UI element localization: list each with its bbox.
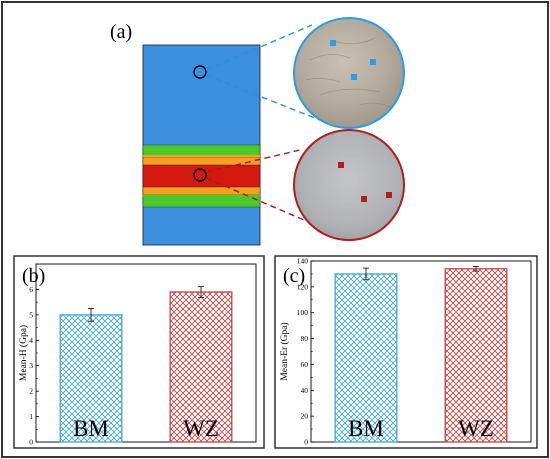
chart-mean-er: 0 20 40 60 80 100 120 140 Mean-Er (Gpa) (c) BM WZ xyxy=(274,255,538,449)
weld-core-band xyxy=(142,164,261,188)
weld-plate xyxy=(142,44,261,246)
wz-micrograph xyxy=(293,129,405,241)
chart-c-ytick-label-3: 60 xyxy=(301,360,309,369)
chart-b-ytick-label-6: 6 xyxy=(29,285,33,294)
bm-micrograph xyxy=(293,17,405,129)
chart-b-ytick-label-1: 1 xyxy=(29,412,33,421)
bm-callout-line-bottom xyxy=(205,74,326,123)
weld-thin-line-bottom xyxy=(143,195,260,197)
chart-mean-h: 0 1 2 3 4 5 6 Mean-H (Gpa) (b) BM WZ xyxy=(13,255,265,449)
bm-callout-line-top xyxy=(205,24,313,71)
chart-c-ylabel: Mean-Er (Gpa) xyxy=(279,322,290,380)
chart-b-ytick-label-3: 3 xyxy=(29,361,33,370)
chart-b-ytick-label-0: 0 xyxy=(29,438,33,447)
bm-indent-1 xyxy=(330,40,336,46)
chart-c-ytick-label-4: 80 xyxy=(301,334,309,343)
chart-b-category-label-bm: BM xyxy=(73,416,109,441)
bm-micrograph-disc xyxy=(293,17,405,129)
chart-c-bar-bm xyxy=(334,273,398,443)
chart-c-category-label-bm: BM xyxy=(348,416,384,441)
wz-micrograph-disc xyxy=(293,129,405,241)
chart-c-ytick-label-7: 140 xyxy=(297,257,309,266)
bm-indent-3 xyxy=(351,74,357,80)
chart-c-ytick-label-6: 120 xyxy=(297,282,309,291)
chart-b-ytick-label-5: 5 xyxy=(29,310,33,319)
chart-b-ylabel: Mean-H (Gpa) xyxy=(18,325,29,381)
chart-c-ytick-label-5: 100 xyxy=(297,308,309,317)
wz-indent-3 xyxy=(361,196,367,202)
chart-b-bar-bm xyxy=(59,314,123,443)
chart-b-bar-wz xyxy=(169,291,233,443)
bm-indent-2 xyxy=(370,59,376,65)
wz-sample-circle xyxy=(193,168,207,182)
chart-c-panel-label: (c) xyxy=(283,265,305,287)
chart-b-ytick-label-2: 2 xyxy=(29,387,33,396)
wz-indent-2 xyxy=(386,192,392,198)
chart-b-ytick-label-4: 4 xyxy=(29,336,33,345)
chart-b-category-label-wz: WZ xyxy=(183,416,219,441)
wz-callout-line-top xyxy=(205,149,301,173)
chart-c-bar-wz xyxy=(444,268,508,443)
wz-indent-1 xyxy=(338,162,344,168)
chart-c-ytick-label-1: 20 xyxy=(301,412,309,421)
bm-sample-circle xyxy=(193,65,207,79)
wz-callout-line-bottom xyxy=(205,177,319,227)
chart-b-panel-label: (b) xyxy=(22,265,45,287)
chart-c-category-label-wz: WZ xyxy=(458,416,494,441)
chart-c-ytick-label-0: 0 xyxy=(304,438,308,447)
chart-c-ytick-label-2: 40 xyxy=(301,386,309,395)
panel-label-a: (a) xyxy=(110,21,132,43)
weld-thin-line-top xyxy=(143,155,260,157)
